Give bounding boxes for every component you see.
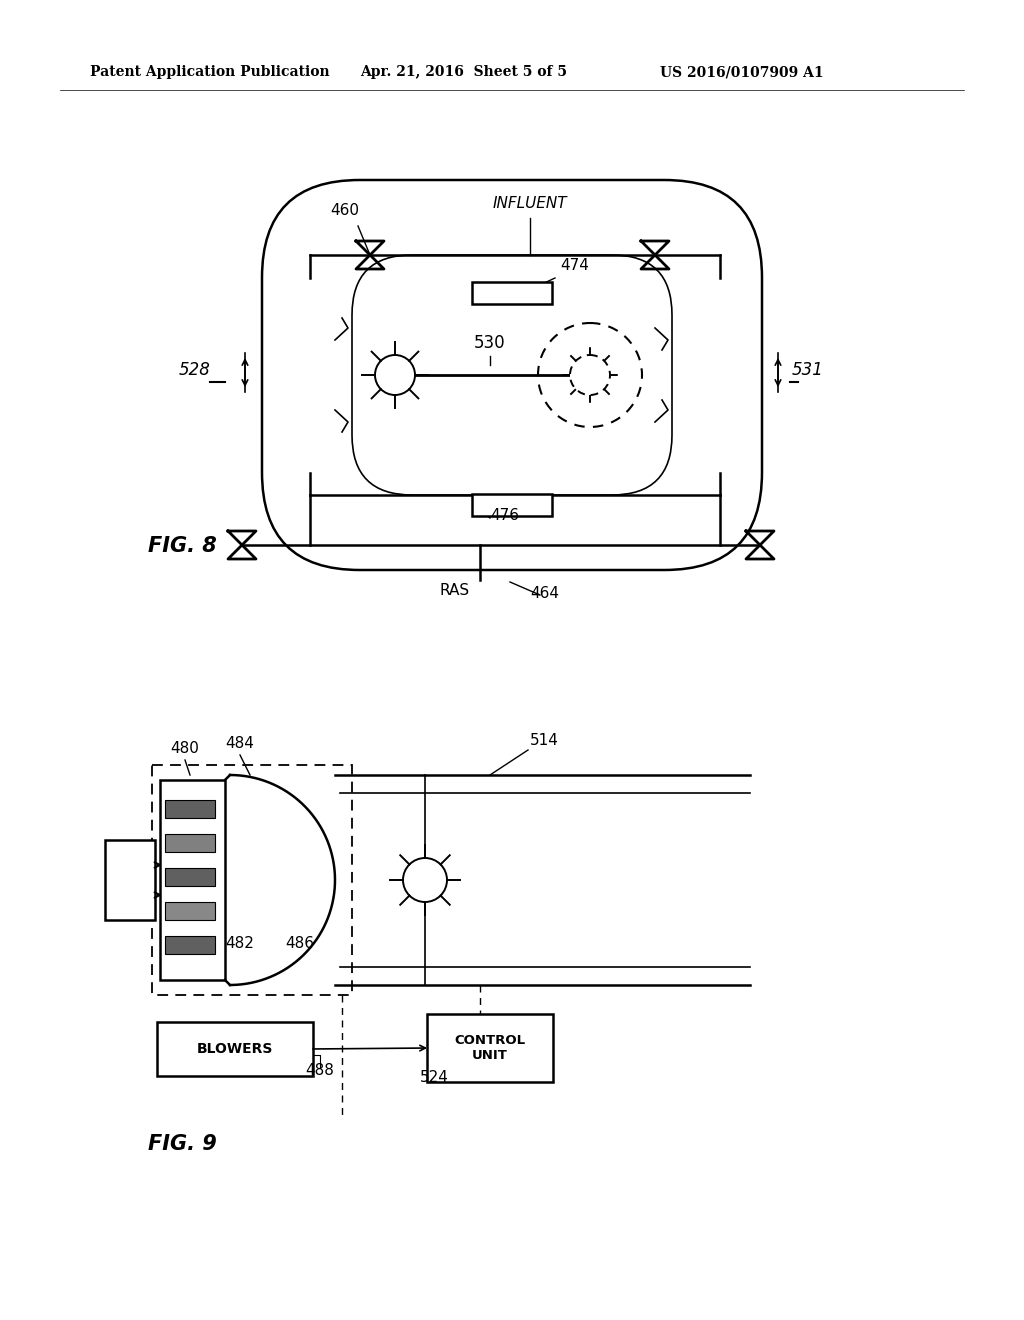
Text: 531: 531 <box>792 360 824 379</box>
Text: 474: 474 <box>560 257 589 273</box>
Text: INFLUENT: INFLUENT <box>493 195 567 211</box>
Text: Patent Application Publication: Patent Application Publication <box>90 65 330 79</box>
Text: CONTROL
UNIT: CONTROL UNIT <box>455 1034 525 1063</box>
Text: FIG. 8: FIG. 8 <box>148 536 217 556</box>
Text: RAS: RAS <box>440 583 470 598</box>
FancyBboxPatch shape <box>352 255 672 495</box>
Text: 484: 484 <box>225 737 254 751</box>
FancyBboxPatch shape <box>165 800 215 818</box>
FancyBboxPatch shape <box>165 834 215 851</box>
FancyBboxPatch shape <box>157 1022 313 1076</box>
Circle shape <box>403 858 447 902</box>
Text: 464: 464 <box>530 586 559 601</box>
Text: 514: 514 <box>530 733 559 748</box>
Text: 528: 528 <box>179 360 211 379</box>
FancyBboxPatch shape <box>472 494 552 516</box>
Text: 476: 476 <box>490 508 519 523</box>
Text: 524: 524 <box>420 1071 449 1085</box>
FancyBboxPatch shape <box>262 180 762 570</box>
Text: BLOWERS: BLOWERS <box>197 1041 273 1056</box>
FancyBboxPatch shape <box>427 1014 553 1082</box>
FancyBboxPatch shape <box>472 282 552 304</box>
Text: 482: 482 <box>225 936 254 950</box>
FancyBboxPatch shape <box>105 840 155 920</box>
Text: US 2016/0107909 A1: US 2016/0107909 A1 <box>660 65 823 79</box>
FancyBboxPatch shape <box>165 902 215 920</box>
Text: FIG. 9: FIG. 9 <box>148 1134 217 1154</box>
FancyBboxPatch shape <box>165 936 215 954</box>
Text: 530: 530 <box>474 334 506 352</box>
Circle shape <box>375 355 415 395</box>
Text: 486: 486 <box>285 936 314 950</box>
Circle shape <box>570 355 610 395</box>
Text: 460: 460 <box>331 203 359 218</box>
Text: 480: 480 <box>170 741 199 756</box>
FancyBboxPatch shape <box>165 869 215 886</box>
Text: Apr. 21, 2016  Sheet 5 of 5: Apr. 21, 2016 Sheet 5 of 5 <box>360 65 567 79</box>
Text: 488: 488 <box>305 1063 335 1078</box>
